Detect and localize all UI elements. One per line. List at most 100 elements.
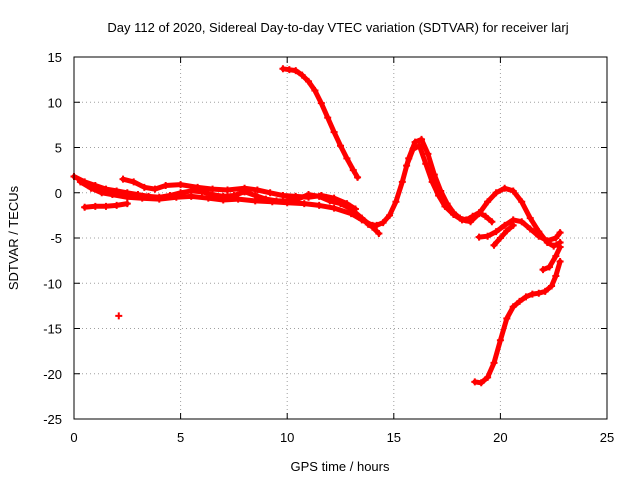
data-series [471,258,564,387]
data-series [490,221,517,249]
data-point [317,191,325,199]
data-point [518,198,526,206]
data-point [358,216,366,224]
data-point [435,191,443,199]
data-point [518,218,526,226]
data-points [70,65,564,387]
data-point [204,194,212,202]
data-point [509,187,517,195]
y-tick-label: -25 [43,412,62,427]
y-tick-label: 5 [55,141,62,156]
data-point [209,185,217,193]
data-point [241,184,249,192]
data-point [251,197,259,205]
data-point [475,233,483,241]
data-point [411,138,419,146]
data-point [556,229,564,237]
data-point [364,220,372,228]
data-point [330,128,338,136]
data-point [224,186,232,194]
data-point [484,232,492,240]
data-point [552,252,560,260]
data-point [467,218,475,226]
data-point [151,185,159,193]
data-point [492,189,500,197]
data-point [545,263,553,271]
data-point [76,178,84,186]
data-point [392,198,400,206]
data-point [496,336,504,344]
y-tick-label: -20 [43,367,62,382]
data-point [194,183,202,191]
data-point [484,198,492,206]
data-point [119,175,127,183]
data-point [379,219,387,227]
data-point [509,221,517,229]
data-series [115,312,123,320]
data-point [177,181,185,189]
data-point [503,227,511,235]
data-point [123,200,131,208]
y-tick-label: -5 [50,231,62,246]
data-point [503,315,511,323]
x-tick-label: 0 [70,430,77,445]
data-point [492,228,500,236]
data-point [516,297,524,305]
data-series [119,175,359,213]
data-point [292,192,300,200]
data-point [123,193,131,201]
data-point [535,289,543,297]
data-point [375,229,383,237]
data-point [292,67,300,75]
data-point [490,359,498,367]
series-line [491,222,516,248]
data-point [285,66,293,74]
data-point [347,210,355,218]
data-point [317,99,325,107]
data-point [343,154,351,162]
data-point [253,186,261,194]
data-point [138,194,146,202]
data-point [409,145,417,153]
x-tick-label: 10 [280,430,294,445]
data-point [234,195,242,203]
data-point [279,191,287,199]
data-point [162,182,170,190]
data-point [354,173,362,181]
data-point [522,293,530,301]
data-point [330,194,338,202]
x-tick-label: 15 [387,430,401,445]
data-point [428,178,436,186]
y-tick-label: -10 [43,276,62,291]
data-point [373,221,381,229]
data-point [283,199,291,207]
data-point [552,272,560,280]
data-point [305,193,313,201]
data-series [81,200,131,211]
data-point [91,202,99,210]
data-point [449,210,457,218]
data-point [526,225,534,233]
series-line [540,244,563,273]
data-point [556,243,564,251]
data-point [155,195,163,203]
x-axis-label: GPS time / hours [291,459,390,474]
y-tick-label: -15 [43,322,62,337]
data-point [268,198,276,206]
data-point [349,166,357,174]
data-point [311,86,319,94]
data-series [539,243,564,274]
x-tick-label: 5 [177,430,184,445]
data-point [330,204,338,212]
data-point [509,303,517,311]
data-point [386,211,394,219]
data-point [172,193,180,201]
y-axis-label: SDTVAR / TECUs [6,185,21,290]
data-point [298,71,306,79]
data-point [458,216,466,224]
data-point [418,135,426,143]
data-point [488,218,496,226]
data-point [279,65,287,73]
data-point [548,282,556,290]
